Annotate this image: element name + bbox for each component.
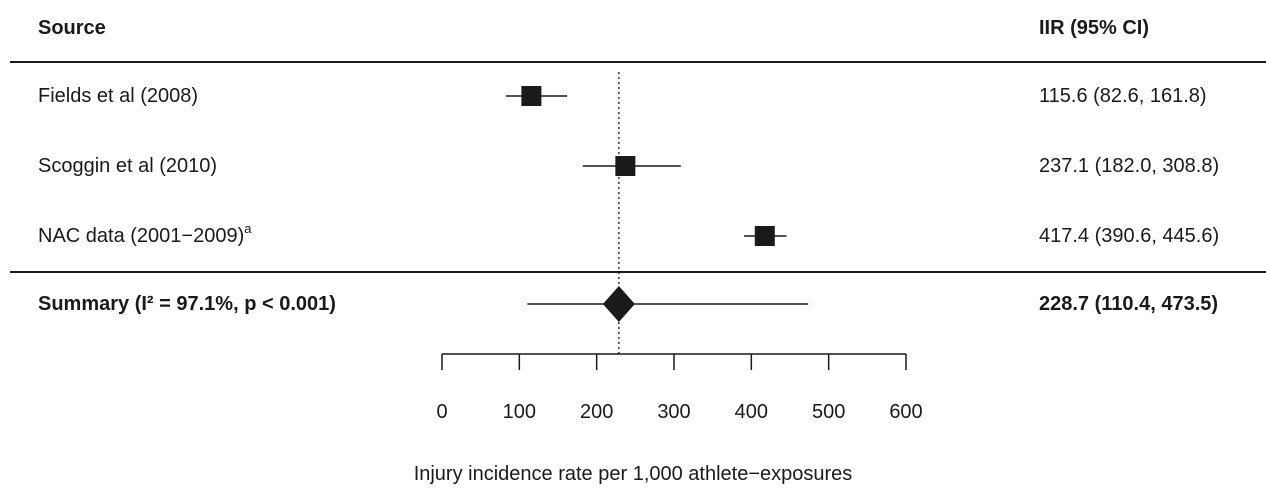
footnote-marker: a <box>244 221 252 236</box>
study-label: NAC data (2001−2009)a <box>38 221 252 247</box>
x-tick-label: 300 <box>657 401 690 423</box>
study-ci-text: 115.6 (82.6, 161.8) <box>1039 85 1207 107</box>
study-ci-text: 237.1 (182.0, 308.8) <box>1039 155 1220 177</box>
header-rule <box>10 61 1266 63</box>
summary-ci-text: 228.7 (110.4, 473.5) <box>1039 293 1219 315</box>
point-estimate-square <box>521 86 542 106</box>
column-header-estimate: IIR (95% CI) <box>1039 17 1150 39</box>
x-axis-title: Injury incidence rate per 1,000 athlete−… <box>413 463 853 485</box>
x-tick-label: 0 <box>436 401 447 423</box>
x-tick-label: 600 <box>889 401 922 423</box>
study-label: Fields et al (2008) <box>38 85 199 107</box>
x-tick-label: 500 <box>812 401 845 423</box>
x-tick-label: 400 <box>735 401 768 423</box>
point-estimate-square <box>615 156 636 176</box>
x-tick-label: 100 <box>503 401 536 423</box>
point-estimate-square <box>754 226 775 246</box>
summary-diamond <box>602 286 635 322</box>
column-header-source: Source <box>38 17 106 39</box>
x-tick-label: 200 <box>580 401 613 423</box>
study-label: Scoggin et al (2010) <box>38 155 218 177</box>
summary-rule <box>10 271 1266 273</box>
study-ci-text: 417.4 (390.6, 445.6) <box>1039 225 1220 247</box>
summary-label: Summary (I² = 97.1%, p < 0.001) <box>38 293 336 315</box>
